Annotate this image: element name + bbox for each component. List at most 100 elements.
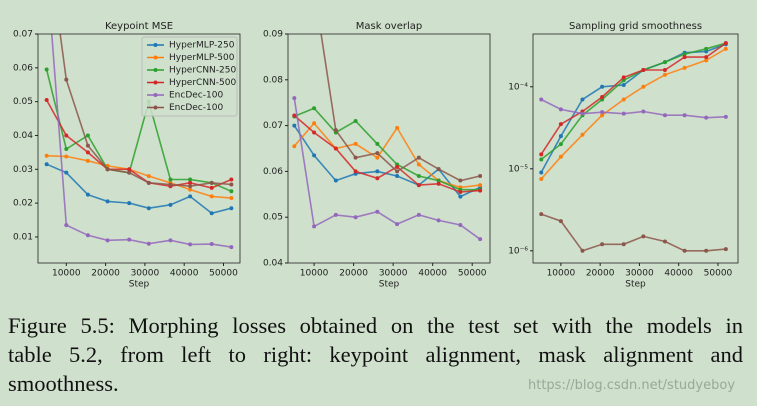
series-line [50, 34, 232, 248]
point [168, 182, 173, 187]
y-tick-label: 0.06 [263, 167, 283, 177]
point [44, 67, 49, 72]
point [600, 110, 605, 115]
point [558, 154, 563, 159]
point [539, 212, 544, 217]
point [375, 151, 380, 156]
point [662, 72, 667, 77]
point [105, 238, 110, 243]
y-tick-label: 10⁻⁶ [508, 246, 528, 256]
series-line [293, 114, 481, 193]
point [436, 167, 441, 172]
point [312, 153, 317, 158]
point [85, 192, 90, 197]
point [580, 248, 585, 253]
point [333, 146, 338, 151]
x-tick-label: 30000 [379, 269, 408, 279]
series-line [540, 98, 726, 119]
point [105, 167, 110, 172]
point [723, 41, 728, 46]
point [188, 180, 193, 185]
point [127, 170, 132, 175]
point [395, 222, 400, 227]
point [621, 242, 626, 247]
series-line [540, 42, 727, 155]
point [209, 242, 214, 247]
point [188, 242, 193, 247]
point [641, 109, 646, 114]
x-tick-label: 30000 [131, 269, 160, 279]
point [723, 46, 728, 51]
point [64, 147, 69, 152]
point [704, 115, 709, 120]
point [682, 52, 687, 57]
point [558, 142, 563, 147]
point [436, 218, 441, 223]
point [416, 155, 421, 160]
point [558, 219, 563, 224]
point [85, 143, 90, 148]
point [621, 83, 626, 88]
point [209, 211, 214, 216]
point [395, 173, 400, 178]
point [127, 201, 132, 206]
point [333, 178, 338, 183]
point [558, 134, 563, 139]
y-tick-label: 0.02 [13, 199, 33, 209]
legend-box [141, 36, 238, 117]
y-tick-label: 0.03 [13, 165, 33, 175]
point [209, 185, 214, 190]
point [704, 46, 709, 51]
point [682, 113, 687, 118]
point [458, 190, 463, 195]
point [395, 125, 400, 130]
x-tick-label: 50000 [458, 269, 487, 279]
point [229, 182, 234, 187]
point [229, 189, 234, 194]
y-tick-label: 0.04 [13, 131, 33, 141]
point [44, 153, 49, 158]
point [292, 96, 297, 101]
point [436, 178, 441, 183]
point [353, 215, 358, 220]
point [353, 119, 358, 124]
point [641, 84, 646, 89]
point [458, 178, 463, 183]
point [395, 169, 400, 174]
point [375, 169, 380, 174]
series-line [46, 163, 232, 215]
point [44, 97, 49, 102]
point [458, 194, 463, 199]
x-tick-label: 50000 [704, 269, 733, 279]
x-axis-label: Step [379, 280, 400, 290]
y-tick-label: 0.09 [263, 30, 283, 40]
point [229, 245, 234, 250]
series-line [46, 155, 232, 199]
point [127, 237, 132, 242]
point [436, 181, 441, 186]
legend-marker [153, 55, 158, 60]
point [641, 68, 646, 73]
point [682, 248, 687, 253]
y-tick-label: 10⁻⁴ [508, 82, 528, 92]
point [375, 176, 380, 181]
point [85, 233, 90, 238]
point [478, 173, 483, 178]
series-line [293, 97, 481, 240]
point [539, 152, 544, 157]
x-axis-label: Step [625, 280, 646, 290]
point [353, 141, 358, 146]
x-tick-label: 20000 [339, 269, 368, 279]
point [146, 180, 151, 185]
y-tick-label: 0.05 [263, 213, 283, 223]
point [539, 177, 544, 182]
point [621, 97, 626, 102]
legend-marker [153, 105, 158, 110]
point [64, 77, 69, 82]
point [44, 162, 49, 167]
point [375, 209, 380, 214]
point [353, 169, 358, 174]
caption-line: Figure 5.5: Morphing losses obtained on … [8, 313, 743, 338]
x-tick-label: 20000 [91, 269, 120, 279]
